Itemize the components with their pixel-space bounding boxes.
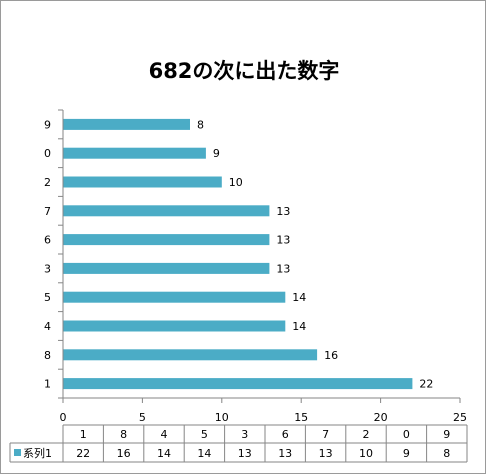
data-table-header-cell: 9: [443, 428, 450, 441]
category-tick-label: 4: [44, 320, 51, 333]
bar: [63, 378, 413, 390]
x-tick-label: 25: [453, 411, 467, 424]
data-table-header-cell: 8: [120, 428, 127, 441]
category-tick-label: 3: [44, 262, 51, 275]
x-tick-label: 20: [374, 411, 388, 424]
data-table-value-cell: 8: [443, 447, 450, 460]
category-tick-label: 0: [44, 147, 51, 160]
bar: [63, 234, 270, 246]
data-table-value-cell: 13: [238, 447, 252, 460]
x-tick-label: 15: [294, 411, 308, 424]
data-label: 8: [197, 118, 204, 131]
data-label: 9: [213, 147, 220, 160]
data-table-header-cell: 5: [201, 428, 208, 441]
data-table-value-cell: 10: [359, 447, 373, 460]
legend-series-name: 系列1: [23, 446, 52, 460]
data-label: 13: [276, 262, 290, 275]
data-label: 14: [292, 320, 306, 333]
category-tick-label: 5: [44, 291, 51, 304]
data-table-header-cell: 7: [322, 428, 329, 441]
data-label: 10: [229, 176, 243, 189]
data-table-header-cell: 0: [403, 428, 410, 441]
data-table-value-cell: 13: [319, 447, 333, 460]
category-tick-label: 6: [44, 234, 51, 247]
bar: [63, 118, 190, 130]
data-label: 13: [276, 234, 290, 247]
x-tick-label: 10: [215, 411, 229, 424]
category-tick-label: 7: [44, 205, 51, 218]
bar: [63, 147, 206, 159]
bar: [63, 291, 286, 303]
data-label: 16: [324, 349, 338, 362]
category-tick-label: 9: [44, 118, 51, 131]
data-table-value-cell: 14: [157, 447, 171, 460]
data-table-value-cell: 14: [197, 447, 211, 460]
bar: [63, 176, 222, 188]
data-table-header-cell: 4: [161, 428, 168, 441]
data-table-value-cell: 16: [117, 447, 131, 460]
data-table-header-cell: 6: [282, 428, 289, 441]
data-table-header-cell: 2: [363, 428, 370, 441]
category-tick-label: 1: [44, 378, 51, 391]
data-label: 22: [419, 378, 433, 391]
bar: [63, 320, 286, 332]
category-tick-label: 2: [44, 176, 51, 189]
bar: [63, 262, 270, 274]
data-table-header-cell: 3: [241, 428, 248, 441]
data-label: 14: [292, 291, 306, 304]
bar: [63, 205, 270, 217]
data-table-value-cell: 9: [403, 447, 410, 460]
data-label: 13: [276, 205, 290, 218]
data-table-value-cell: 22: [76, 447, 90, 460]
data-table-header-cell: 1: [80, 428, 87, 441]
x-tick-label: 5: [139, 411, 146, 424]
bar: [63, 349, 318, 361]
category-tick-label: 8: [44, 349, 51, 362]
data-table-value-cell: 13: [278, 447, 292, 460]
x-tick-label: 0: [60, 411, 67, 424]
chart-title: 682の次に出た数字: [148, 59, 340, 83]
legend-key-swatch: [14, 449, 21, 456]
